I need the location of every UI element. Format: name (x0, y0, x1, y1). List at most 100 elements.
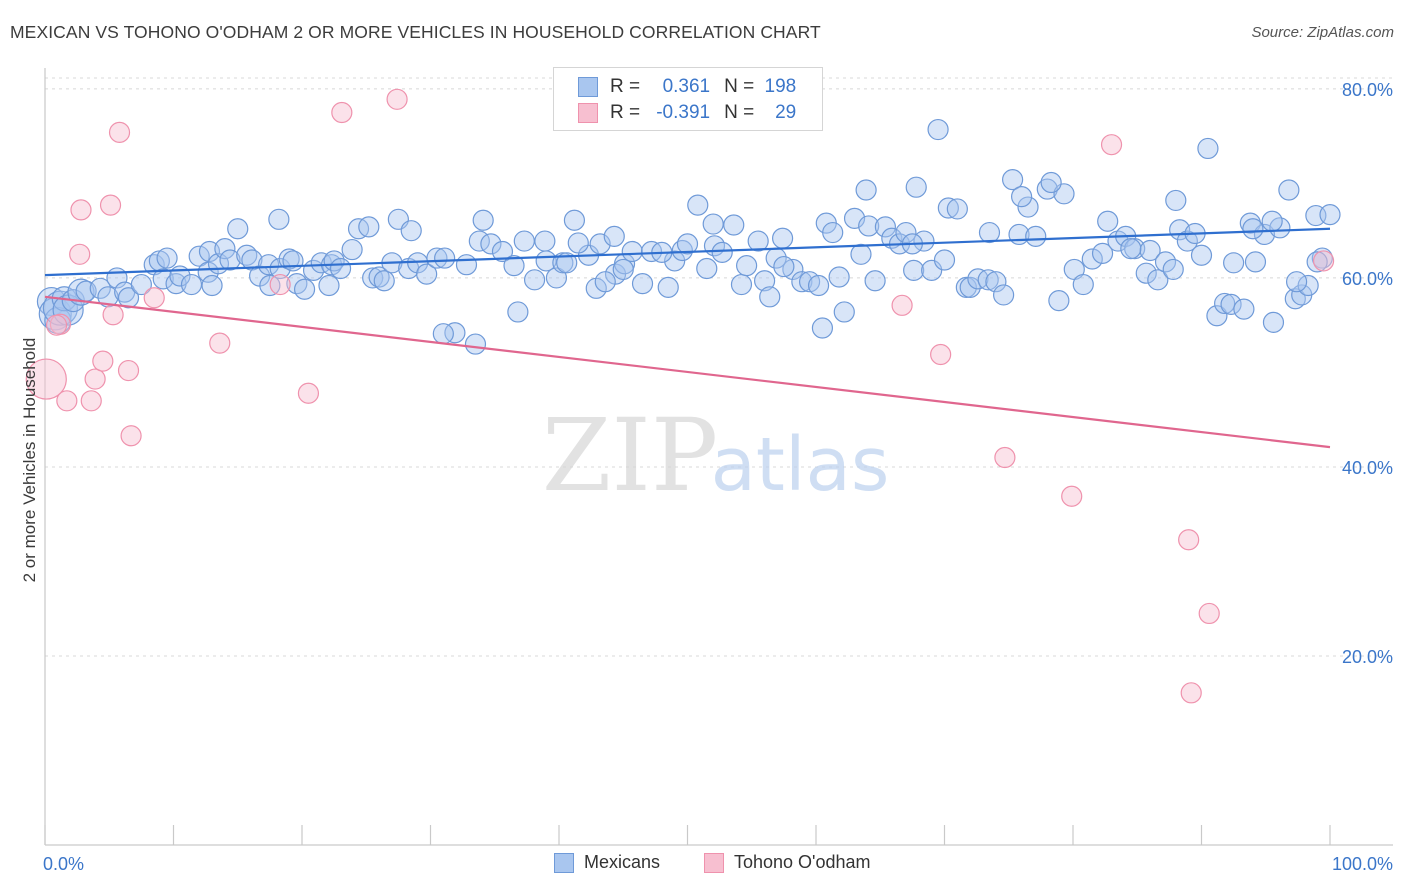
mex-point-172 (432, 323, 454, 345)
mex-point-66 (480, 233, 502, 255)
mex-point-141 (1081, 248, 1103, 270)
tohono-swatch (578, 103, 598, 123)
mex-point-104 (791, 271, 813, 293)
mex-point-120 (905, 176, 927, 198)
mex-point-87 (657, 276, 679, 298)
mex-point-182 (1040, 171, 1062, 194)
n-value: 29 (775, 102, 797, 123)
mex-point-190 (1306, 251, 1328, 273)
mex-point-43 (318, 274, 340, 297)
mex-point-22 (188, 245, 210, 267)
mex-point-135 (1025, 225, 1047, 247)
mex-point-115 (874, 216, 896, 238)
mex-point-193 (594, 271, 616, 293)
mex-point-140 (1072, 273, 1094, 296)
mex-point-177 (855, 179, 877, 201)
toh-point-27 (1312, 250, 1335, 272)
n-label: N = (724, 76, 755, 97)
mex-point-155 (1190, 244, 1213, 266)
mex-point-49 (358, 216, 380, 238)
y-axis-label: 2 or more Vehicles in Household (20, 337, 39, 583)
mex-point-124 (937, 197, 959, 219)
mex-point-85 (631, 272, 654, 295)
mex-point-130 (985, 271, 1007, 293)
mex-point-17 (152, 268, 174, 290)
toh-point-25 (1180, 682, 1202, 704)
mex-point-102 (771, 227, 794, 249)
watermark-zip: ZIP (542, 397, 718, 514)
n-value: 198 (764, 76, 797, 97)
mex-point-160 (1239, 212, 1261, 234)
toh-point-20 (930, 343, 952, 366)
mex-point-98 (747, 230, 769, 252)
legend-item-tohono: Tohono O'odham (704, 852, 871, 873)
mex-point-173 (567, 232, 589, 254)
mex-point-109 (828, 266, 850, 288)
mex-point-13 (117, 287, 140, 309)
trend-lines (44, 227, 1331, 449)
mex-point-153 (1176, 230, 1198, 252)
toh-point-18 (386, 88, 408, 110)
r-label: R = (610, 102, 641, 123)
mex-point-106 (807, 274, 830, 297)
mex-point-157 (1214, 292, 1236, 315)
mex-point-76 (556, 252, 578, 274)
y-tick-label-0: 20.0% (1342, 647, 1393, 667)
chart-title: MEXICAN VS TOHONO O'ODHAM 2 OR MORE VEHI… (10, 22, 821, 42)
mex-point-90 (676, 233, 699, 255)
mex-point-63 (464, 333, 487, 355)
mex-point-113 (858, 215, 880, 237)
mex-point-181 (1010, 186, 1033, 208)
mex-point-59 (426, 247, 448, 269)
mex-point-84 (621, 240, 643, 263)
mex-point-119 (903, 259, 925, 281)
axes (44, 68, 1393, 846)
toh-point-10 (108, 121, 131, 143)
mex-point-33 (257, 254, 280, 276)
mex-point-14 (130, 273, 152, 296)
mex-point-47 (341, 238, 363, 261)
mex-point-161 (1244, 251, 1267, 273)
legend-row-mexicans: R = 0.361 N = 198 (578, 75, 796, 99)
mex-point-96 (730, 273, 753, 296)
toh-point-8 (99, 194, 122, 216)
mex-point-159 (1233, 298, 1255, 320)
mex-point-35 (268, 208, 290, 230)
x-tick-label-1: 100.0% (1332, 854, 1393, 874)
mex-point-187 (1242, 218, 1264, 240)
toh-point-4 (70, 199, 92, 221)
mex-point-100 (759, 286, 781, 308)
stats-legend: R = 0.361 N = 198 R = -0.391 N = 29 (553, 67, 823, 131)
toh-point-24 (1178, 529, 1200, 551)
mex-point-188 (1261, 210, 1283, 232)
legend-label-tohono: Tohono O'odham (734, 852, 871, 872)
mex-point-166 (1284, 288, 1306, 310)
trend-line-tohono (44, 295, 1331, 449)
mex-point-99 (753, 270, 776, 292)
mex-point-62 (455, 254, 478, 276)
mex-point-143 (1097, 210, 1119, 232)
mex-point-150 (1154, 251, 1177, 273)
toh-point-19 (891, 294, 913, 316)
mex-point-97 (736, 255, 758, 277)
mex-point-186 (1223, 252, 1245, 274)
mex-point-72 (534, 230, 556, 252)
mex-point-110 (833, 301, 855, 323)
mex-point-27 (214, 238, 236, 260)
toh-point-0 (25, 358, 67, 400)
mex-point-28 (219, 249, 241, 271)
toh-point-15 (269, 273, 291, 296)
mex-point-81 (603, 225, 625, 247)
mex-point-69 (507, 301, 529, 323)
mex-point-37 (278, 248, 300, 270)
mex-point-58 (416, 263, 438, 285)
tohono-legend-swatch (704, 852, 724, 873)
toh-point-28 (45, 314, 68, 336)
mex-point-131 (993, 284, 1015, 306)
mex-point-158 (1220, 293, 1242, 315)
toh-point-22 (1061, 485, 1083, 507)
toh-point-5 (80, 390, 102, 412)
mex-point-171 (1319, 204, 1341, 226)
mexicans-legend-swatch (554, 852, 574, 873)
mex-point-29 (227, 218, 249, 240)
